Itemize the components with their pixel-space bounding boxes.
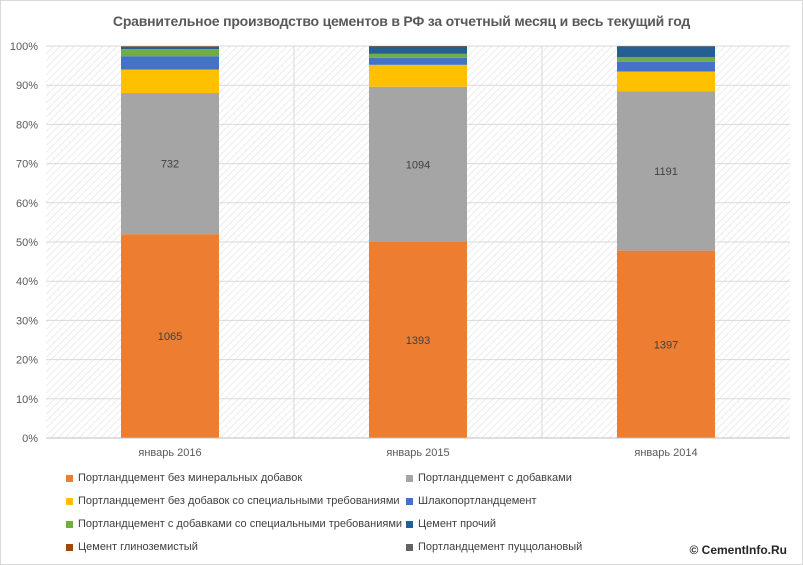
bar-segment	[617, 71, 715, 92]
bar-segment	[369, 46, 467, 54]
bar-segment	[121, 93, 219, 235]
bar-segment	[121, 46, 219, 50]
y-tick-label: 20%	[16, 355, 38, 367]
y-tick-label: 40%	[16, 276, 38, 288]
data-label: 1065	[158, 331, 182, 343]
bar-segment	[121, 56, 219, 70]
y-tick-label: 80%	[16, 119, 38, 131]
bar-segment	[369, 86, 467, 242]
y-tick-label: 30%	[16, 315, 38, 327]
x-tick-label: январь 2014	[634, 447, 697, 459]
bar-segment	[121, 234, 219, 438]
y-tick-label: 50%	[16, 237, 38, 249]
bar-segment	[121, 69, 219, 94]
y-tick-label: 70%	[16, 159, 38, 171]
data-labels: 1065 732 1393 1094 1397 1191	[158, 159, 678, 352]
bar-segment	[121, 49, 219, 57]
y-tick-label: 60%	[16, 198, 38, 210]
y-tick-label: 10%	[16, 394, 38, 406]
bar-segment	[617, 61, 715, 72]
y-tick-label: 100%	[10, 41, 38, 53]
copyright-text: © CementInfo.Ru	[689, 543, 787, 557]
data-label: 1397	[654, 339, 678, 351]
data-label: 1094	[406, 159, 430, 171]
data-label: 1191	[654, 166, 678, 178]
bar-segment	[369, 64, 467, 87]
bar-segment	[369, 53, 467, 58]
bar-segment	[617, 46, 715, 57]
chart-title: Сравнительное производство цементов в РФ…	[112, 13, 691, 29]
y-tick-label: 0%	[22, 433, 38, 445]
x-tick-label: январь 2016	[138, 447, 201, 459]
x-tick-label: январь 2015	[386, 447, 449, 459]
data-label: 732	[161, 159, 179, 171]
axes: 0% 10% 20% 30% 40% 50% 60% 70% 80% 90% 100% январь …	[10, 41, 790, 459]
bar-segment	[369, 57, 467, 65]
bars	[121, 46, 715, 438]
y-tick-label: 90%	[16, 80, 38, 92]
data-label: 1393	[406, 335, 430, 347]
bar-segment	[369, 242, 467, 438]
bar-segment	[617, 250, 715, 438]
bar-segment	[617, 91, 715, 251]
bar-segment	[617, 56, 715, 62]
